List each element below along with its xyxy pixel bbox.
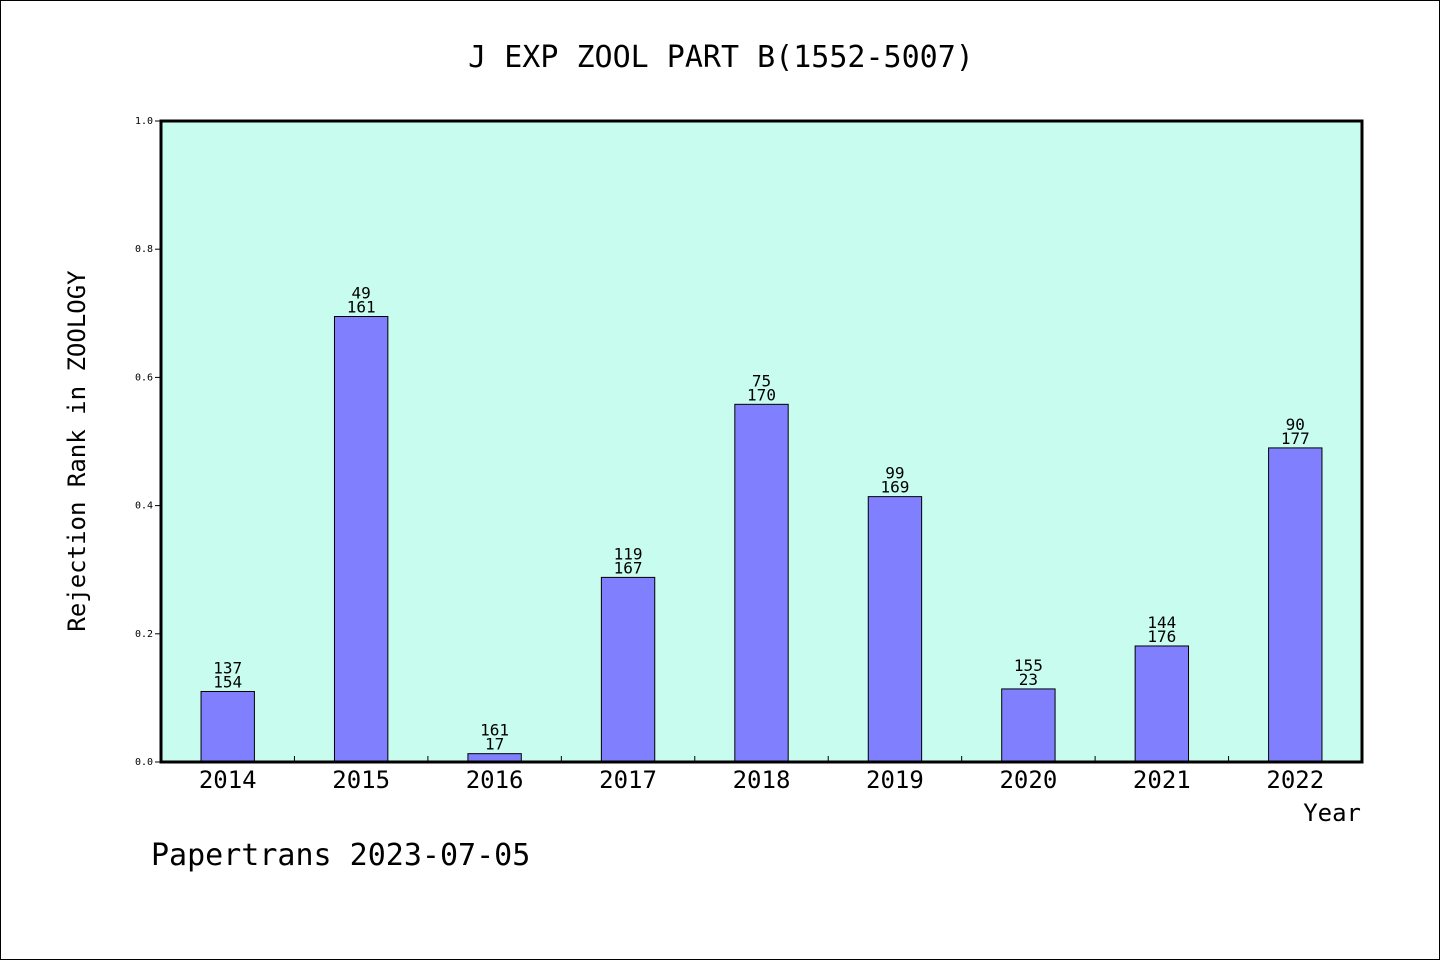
bar-2017: [600, 576, 656, 763]
y-tick-label: 0.2: [135, 629, 153, 640]
ticks-group: 2014 2015 2016 2017 2018 2019 2020 2021 2022 0.0 0…: [135, 116, 1324, 794]
bar-label-top-2014: 137: [213, 658, 242, 677]
y-tick-label: 0.8: [135, 244, 153, 255]
x-tick-label-2014: 2014: [199, 766, 257, 794]
x-tick-label-2019: 2019: [866, 766, 924, 794]
bar-2014: [200, 690, 255, 763]
bar-label-bottom-2022: 177: [1281, 429, 1310, 448]
y-tick-label: 0.6: [135, 372, 153, 383]
plot-border: [159, 119, 1364, 764]
x-tick-label-2020: 2020: [999, 766, 1057, 794]
x-tick-label-2015: 2015: [332, 766, 390, 794]
x-axis-title: Year: [1303, 799, 1361, 827]
y-tick-label: 1.0: [135, 116, 153, 127]
bar-2019: [867, 496, 923, 763]
bar-label-top-2018: 75: [752, 371, 771, 390]
bar-label-top-2022: 90: [1286, 415, 1305, 434]
bar-label-bottom-2021: 176: [1147, 627, 1176, 646]
bar-2020: [1001, 688, 1056, 763]
bar-label-bottom-2019: 169: [880, 478, 909, 497]
bar-label-bottom-2016: 17: [485, 735, 504, 754]
bar-2022: [1268, 447, 1323, 763]
bar-2018: [734, 403, 789, 763]
bar-label-bottom-2017: 167: [614, 558, 643, 577]
chart-title: J EXP ZOOL PART B(1552-5007): [468, 40, 974, 75]
bar-2021: [1134, 645, 1190, 763]
bar-label-bottom-2020: 23: [1019, 670, 1038, 689]
bar-label-top-2015: 49: [352, 284, 371, 303]
bars-group: 1371544916116117119167751709916915523144…: [200, 284, 1323, 763]
y-tick-label: 0.4: [135, 501, 153, 512]
y-tick-label: 0.0: [135, 757, 153, 768]
y-axis-title: Rejection Rank in ZOOLOGY: [63, 270, 91, 632]
bar-label-bottom-2015: 161: [347, 298, 376, 317]
x-tick-label-2018: 2018: [733, 766, 791, 794]
bar-2015: [333, 316, 389, 763]
footer-credit: Papertrans 2023-07-05: [151, 838, 530, 873]
bar-label-top-2016: 161: [480, 721, 509, 740]
bar-label-top-2020: 155: [1014, 656, 1043, 675]
bar-label-top-2019: 99: [885, 464, 904, 483]
x-tick-label-2022: 2022: [1266, 766, 1324, 794]
x-tick-label-2017: 2017: [599, 766, 657, 794]
bar-label-top-2021: 144: [1147, 613, 1176, 632]
x-tick-label-2021: 2021: [1133, 766, 1191, 794]
bar-label-bottom-2014: 154: [213, 672, 242, 691]
bar-label-bottom-2018: 170: [747, 385, 776, 404]
x-tick-label-2016: 2016: [466, 766, 524, 794]
bar-label-top-2017: 119: [614, 544, 643, 563]
